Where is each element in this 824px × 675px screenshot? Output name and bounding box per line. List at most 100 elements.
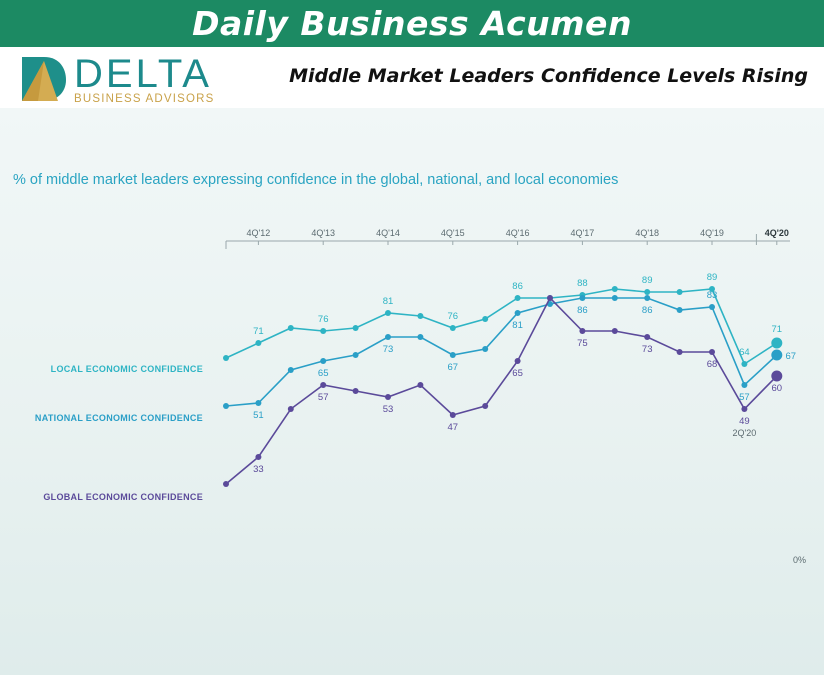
local-data-label: 64 [739, 347, 750, 358]
delta-logo-icon [22, 57, 66, 101]
national-data-point [676, 307, 683, 313]
local-data-point [352, 325, 359, 331]
global-data-label: 33 [253, 464, 264, 475]
x-tick-label: 4Q'17 [571, 228, 595, 238]
extra-x-label: 2Q'20 [733, 428, 757, 438]
delta-logo: DELTA BUSINESS ADVISORS [18, 53, 218, 105]
global-data-point [287, 406, 294, 412]
global-data-label: 57 [318, 392, 329, 403]
local-data-point [320, 328, 327, 334]
x-tick-label: 4Q'16 [506, 228, 530, 238]
global-data-label: 53 [383, 404, 394, 415]
local-data-label: 86 [512, 281, 523, 292]
national-data-point [352, 352, 359, 358]
national-data-point [741, 382, 748, 388]
global-data-point [547, 295, 553, 301]
national-data-label: 73 [383, 344, 394, 355]
banner: Daily Business Acumen [0, 0, 824, 47]
local-series-name: LOCAL ECONOMIC CONFIDENCE [51, 364, 203, 374]
global-data-point [223, 481, 229, 487]
local-data-label: 76 [448, 311, 459, 322]
national-data-point [449, 352, 456, 358]
local-data-point [741, 361, 748, 367]
subheader: DELTA BUSINESS ADVISORS Middle Market Le… [0, 47, 824, 108]
national-data-point [385, 334, 391, 340]
global-data-point [320, 382, 327, 388]
national-series-name: NATIONAL ECONOMIC CONFIDENCE [35, 413, 203, 423]
global-data-label: 65 [512, 368, 523, 379]
chart-area: % of middle market leaders expressing co… [0, 108, 824, 675]
national-data-label: 86 [642, 305, 653, 316]
local-data-label: 89 [707, 272, 718, 283]
global-series-name: GLOBAL ECONOMIC CONFIDENCE [43, 492, 203, 502]
global-data-point [482, 403, 489, 409]
national-data-label: 86 [577, 305, 588, 316]
national-data-point [771, 349, 783, 361]
local-data-point [611, 286, 618, 292]
national-data-point [417, 334, 424, 340]
national-data-label: 57 [739, 392, 750, 403]
global-data-label: 49 [739, 416, 750, 427]
national-data-point [644, 295, 651, 301]
national-data-point [255, 400, 262, 406]
local-data-label: 89 [642, 275, 653, 286]
logo-subtitle: BUSINESS ADVISORS [74, 93, 215, 105]
national-data-point [611, 295, 618, 301]
local-data-point [255, 340, 262, 346]
global-data-label: 68 [707, 359, 718, 370]
national-data-point [320, 358, 327, 364]
x-tick-label: 4Q'18 [635, 228, 659, 238]
global-data-point [676, 349, 683, 355]
local-data-point [514, 295, 521, 301]
global-data-point [611, 328, 618, 334]
local-data-point [417, 313, 424, 319]
national-data-point [579, 295, 586, 301]
local-data-point [676, 289, 683, 295]
global-data-label: 60 [772, 383, 783, 394]
national-data-label: 81 [512, 320, 523, 331]
global-data-point [741, 406, 748, 412]
global-data-point [709, 349, 715, 355]
global-data-point [514, 358, 521, 364]
x-tick-label: 4Q'12 [247, 228, 271, 238]
local-data-label: 76 [318, 314, 329, 325]
banner-title: Daily Business Acumen [192, 4, 632, 43]
global-data-point [352, 388, 359, 394]
national-data-point [287, 367, 294, 373]
x-tick-label: 4Q'14 [376, 228, 400, 238]
local-series-line [225, 288, 778, 366]
local-data-point [771, 337, 783, 349]
national-series-line [225, 297, 778, 407]
local-data-point [287, 325, 294, 331]
national-data-label: 83 [707, 290, 718, 301]
x-tick-label: 4Q'15 [441, 228, 465, 238]
national-data-point [514, 310, 521, 316]
national-data-point [482, 346, 489, 352]
local-data-label: 71 [772, 324, 783, 335]
global-data-point [255, 454, 262, 460]
global-data-label: 73 [642, 344, 653, 355]
global-data-point [771, 370, 783, 382]
x-tick-label: 4Q'20 [765, 228, 789, 238]
global-data-point [644, 334, 651, 340]
logo-word: DELTA [74, 52, 212, 96]
headline: Middle Market Leaders Confidence Levels … [289, 65, 808, 87]
national-data-label: 67 [448, 362, 459, 373]
local-data-point [385, 310, 391, 316]
local-data-label: 81 [383, 296, 394, 307]
global-data-point [385, 394, 391, 400]
local-data-label: 71 [253, 326, 264, 337]
global-series-line [225, 296, 778, 485]
national-data-label: 65 [318, 368, 329, 379]
local-data-label: 88 [577, 278, 588, 289]
local-data-point [449, 325, 456, 331]
local-data-point [482, 316, 489, 322]
national-data-point [709, 304, 715, 310]
local-data-point [644, 289, 651, 295]
chart-title: % of middle market leaders expressing co… [13, 172, 619, 188]
zero-label: 0% [793, 555, 806, 565]
national-data-label: 51 [253, 410, 264, 421]
national-data-label: 67 [786, 351, 797, 362]
local-data-point [223, 355, 229, 361]
global-data-label: 47 [448, 422, 459, 433]
